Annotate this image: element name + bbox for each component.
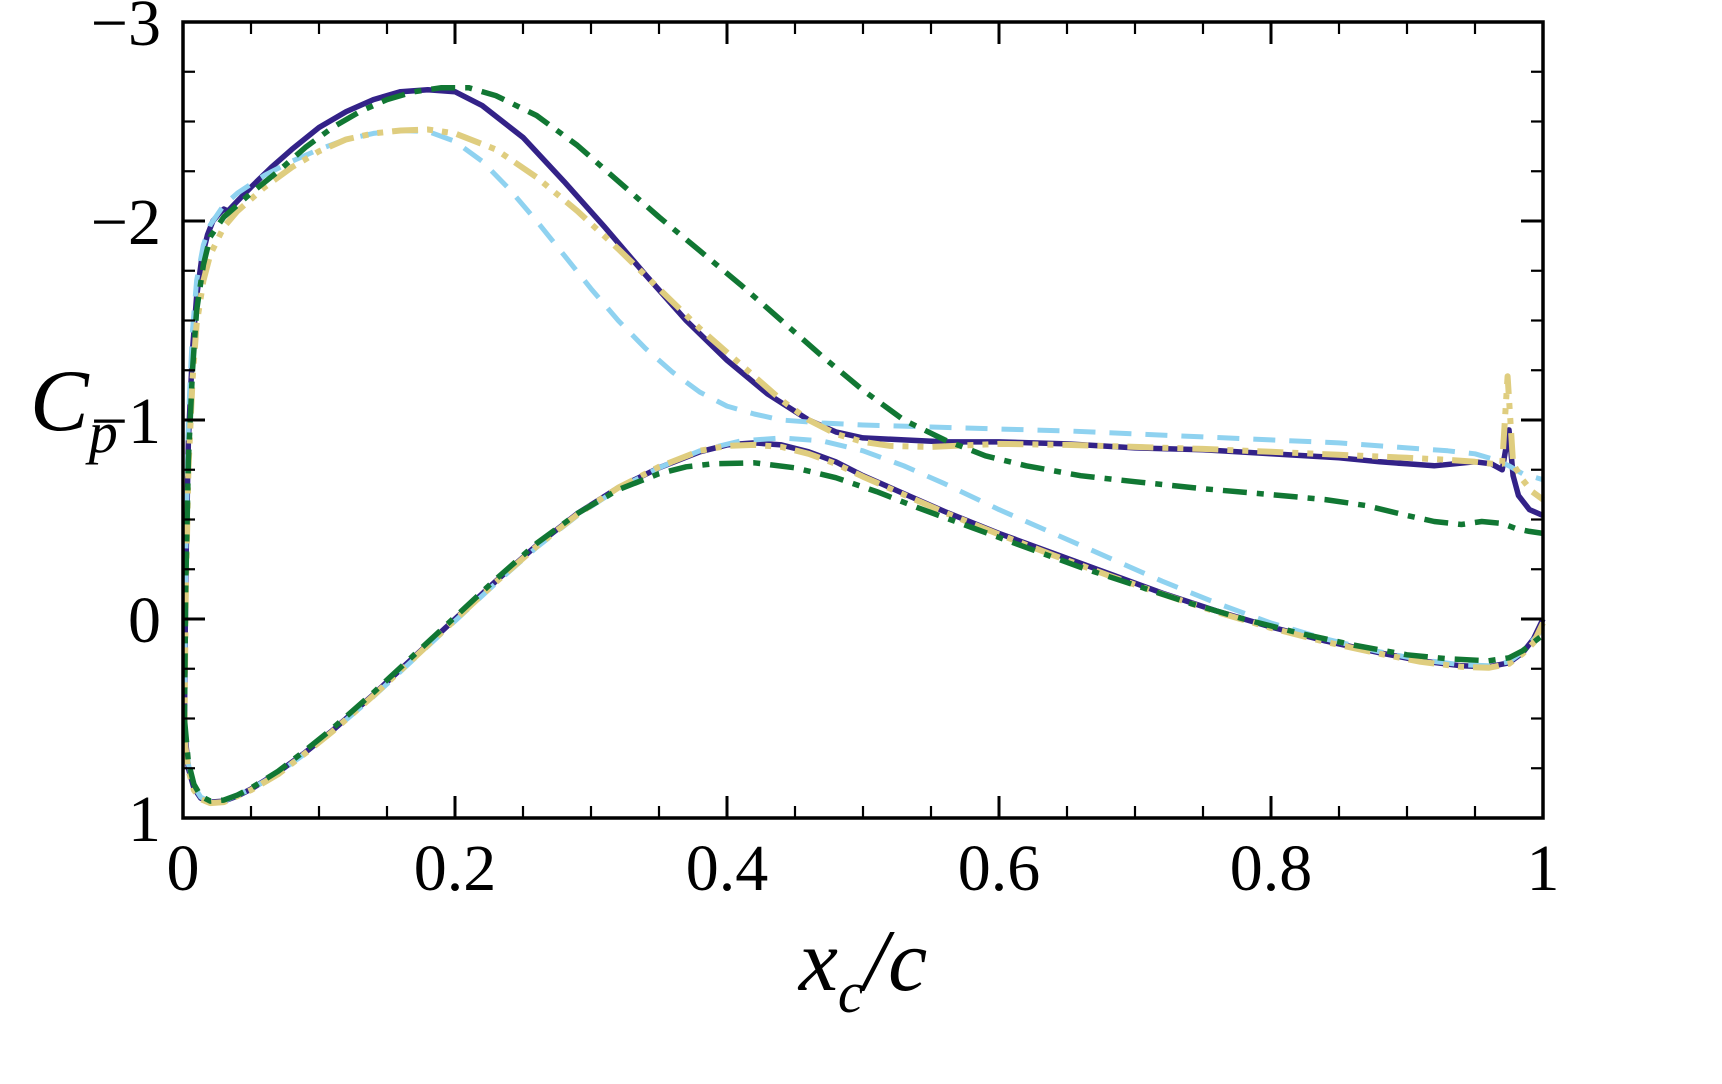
series-green-dash-dot-upper xyxy=(181,84,1544,729)
x-tick-label: 1 xyxy=(1527,832,1560,905)
y-tick-label: −1 xyxy=(91,385,161,458)
x-tick-label: 0.2 xyxy=(414,832,497,905)
series-tan-dash-dot-dot-lower xyxy=(181,441,1546,807)
y-tick-label: 1 xyxy=(128,783,161,856)
series-navy-solid-upper xyxy=(181,86,1545,729)
x-tick-label: 0 xyxy=(167,832,200,905)
series-group xyxy=(181,84,1546,807)
series-navy-solid-lower xyxy=(181,440,1546,805)
axis-minor-ticks xyxy=(183,22,1543,818)
plot-frame xyxy=(181,20,1545,820)
series-sky-dashed-lower xyxy=(181,435,1545,805)
axis-ticks xyxy=(181,20,1545,820)
y-axis-label: Cp xyxy=(30,353,118,465)
series-sky-dashed-upper xyxy=(181,128,1544,729)
x-tick-label: 0.6 xyxy=(958,832,1041,905)
y-tick-label: −2 xyxy=(91,186,161,259)
x-axis-label: xc/c xyxy=(797,913,927,1025)
y-tick-label: −3 xyxy=(91,0,161,60)
x-tick-label: 0.8 xyxy=(1230,832,1313,905)
tick-labels: 0 0.2 0.4 0.6 0.8 1−3−2−101 xyxy=(91,0,1560,905)
x-tick-label: 0.4 xyxy=(686,832,769,905)
series-green-dash-dot-lower xyxy=(181,460,1545,804)
y-tick-label: 0 xyxy=(128,584,161,657)
series-tan-dash-dot-dot-upper xyxy=(181,126,1545,739)
